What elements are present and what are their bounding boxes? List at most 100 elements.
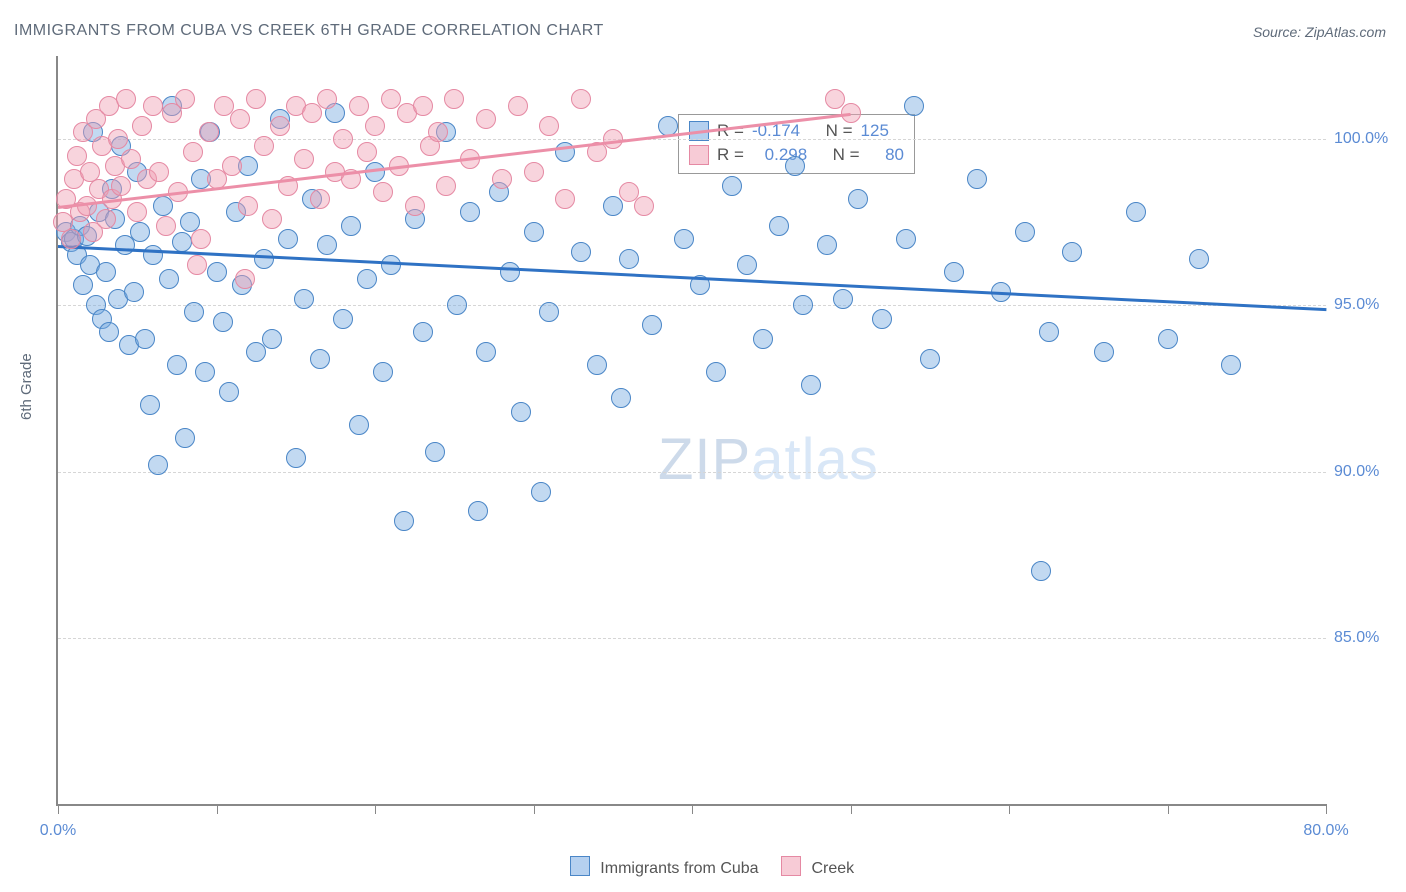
data-point	[365, 162, 385, 182]
data-point	[278, 229, 298, 249]
bottom-legend: Immigrants from Cuba Creek	[0, 856, 1406, 878]
data-point	[769, 216, 789, 236]
data-point	[143, 96, 163, 116]
data-point	[294, 289, 314, 309]
data-point	[286, 448, 306, 468]
data-point	[872, 309, 892, 329]
data-point	[674, 229, 694, 249]
data-point	[175, 89, 195, 109]
x-tick	[1168, 804, 1169, 814]
data-point	[262, 329, 282, 349]
data-point	[254, 249, 274, 269]
data-point	[500, 262, 520, 282]
data-point	[183, 142, 203, 162]
x-tick	[534, 804, 535, 814]
data-point	[207, 262, 227, 282]
data-point	[1031, 561, 1051, 581]
x-tick-label: 0.0%	[40, 822, 76, 840]
data-point	[116, 89, 136, 109]
data-point	[167, 355, 187, 375]
data-point	[611, 388, 631, 408]
data-point	[73, 275, 93, 295]
data-point	[722, 176, 742, 196]
data-point	[539, 302, 559, 322]
data-point	[511, 402, 531, 422]
data-point	[124, 282, 144, 302]
data-point	[587, 355, 607, 375]
data-point	[222, 156, 242, 176]
data-point	[153, 196, 173, 216]
data-point	[254, 136, 274, 156]
data-point	[896, 229, 916, 249]
data-point	[357, 269, 377, 289]
data-point	[238, 196, 258, 216]
data-point	[444, 89, 464, 109]
gridline	[58, 139, 1326, 140]
data-point	[349, 96, 369, 116]
data-point	[1039, 322, 1059, 342]
data-point	[140, 395, 160, 415]
data-point	[428, 122, 448, 142]
y-tick-label: 100.0%	[1334, 130, 1402, 148]
data-point	[1189, 249, 1209, 269]
data-point	[187, 255, 207, 275]
data-point	[373, 182, 393, 202]
x-tick	[217, 804, 218, 814]
data-point	[833, 289, 853, 309]
data-point	[115, 235, 135, 255]
data-point	[108, 129, 128, 149]
data-point	[476, 342, 496, 362]
data-point	[447, 295, 467, 315]
x-tick	[692, 804, 693, 814]
data-point	[555, 189, 575, 209]
data-point	[571, 89, 591, 109]
data-point	[1158, 329, 1178, 349]
data-point	[508, 96, 528, 116]
data-point	[262, 209, 282, 229]
data-point	[357, 142, 377, 162]
x-tick	[58, 804, 59, 814]
data-point	[405, 196, 425, 216]
data-point	[967, 169, 987, 189]
data-point	[848, 189, 868, 209]
data-point	[785, 156, 805, 176]
gridline	[58, 305, 1326, 306]
data-point	[61, 229, 81, 249]
data-point	[333, 129, 353, 149]
data-point	[135, 329, 155, 349]
data-point	[1221, 355, 1241, 375]
data-point	[524, 162, 544, 182]
data-point	[619, 249, 639, 269]
x-tick	[851, 804, 852, 814]
data-point	[603, 196, 623, 216]
data-point	[468, 501, 488, 521]
data-point	[213, 312, 233, 332]
swatch-pink-icon	[689, 145, 709, 165]
gridline	[58, 472, 1326, 473]
data-point	[1126, 202, 1146, 222]
data-point	[302, 103, 322, 123]
data-point	[539, 116, 559, 136]
data-point	[111, 176, 131, 196]
scatter-plot-area: ZIPatlas R = -0.174 N = 125 R = 0.298 N …	[56, 56, 1326, 806]
data-point	[492, 169, 512, 189]
data-point	[841, 103, 861, 123]
data-point	[904, 96, 924, 116]
gridline	[58, 638, 1326, 639]
data-point	[920, 349, 940, 369]
n-value: 80	[885, 145, 904, 165]
data-point	[96, 262, 116, 282]
data-point	[310, 189, 330, 209]
n-value: 125	[861, 121, 889, 141]
y-axis-label: 6th Grade	[18, 353, 35, 420]
data-point	[1094, 342, 1114, 362]
data-point	[246, 342, 266, 362]
data-point	[159, 269, 179, 289]
data-point	[706, 362, 726, 382]
data-point	[571, 242, 591, 262]
data-point	[737, 255, 757, 275]
data-point	[333, 309, 353, 329]
data-point	[294, 149, 314, 169]
data-point	[413, 96, 433, 116]
data-point	[1062, 242, 1082, 262]
